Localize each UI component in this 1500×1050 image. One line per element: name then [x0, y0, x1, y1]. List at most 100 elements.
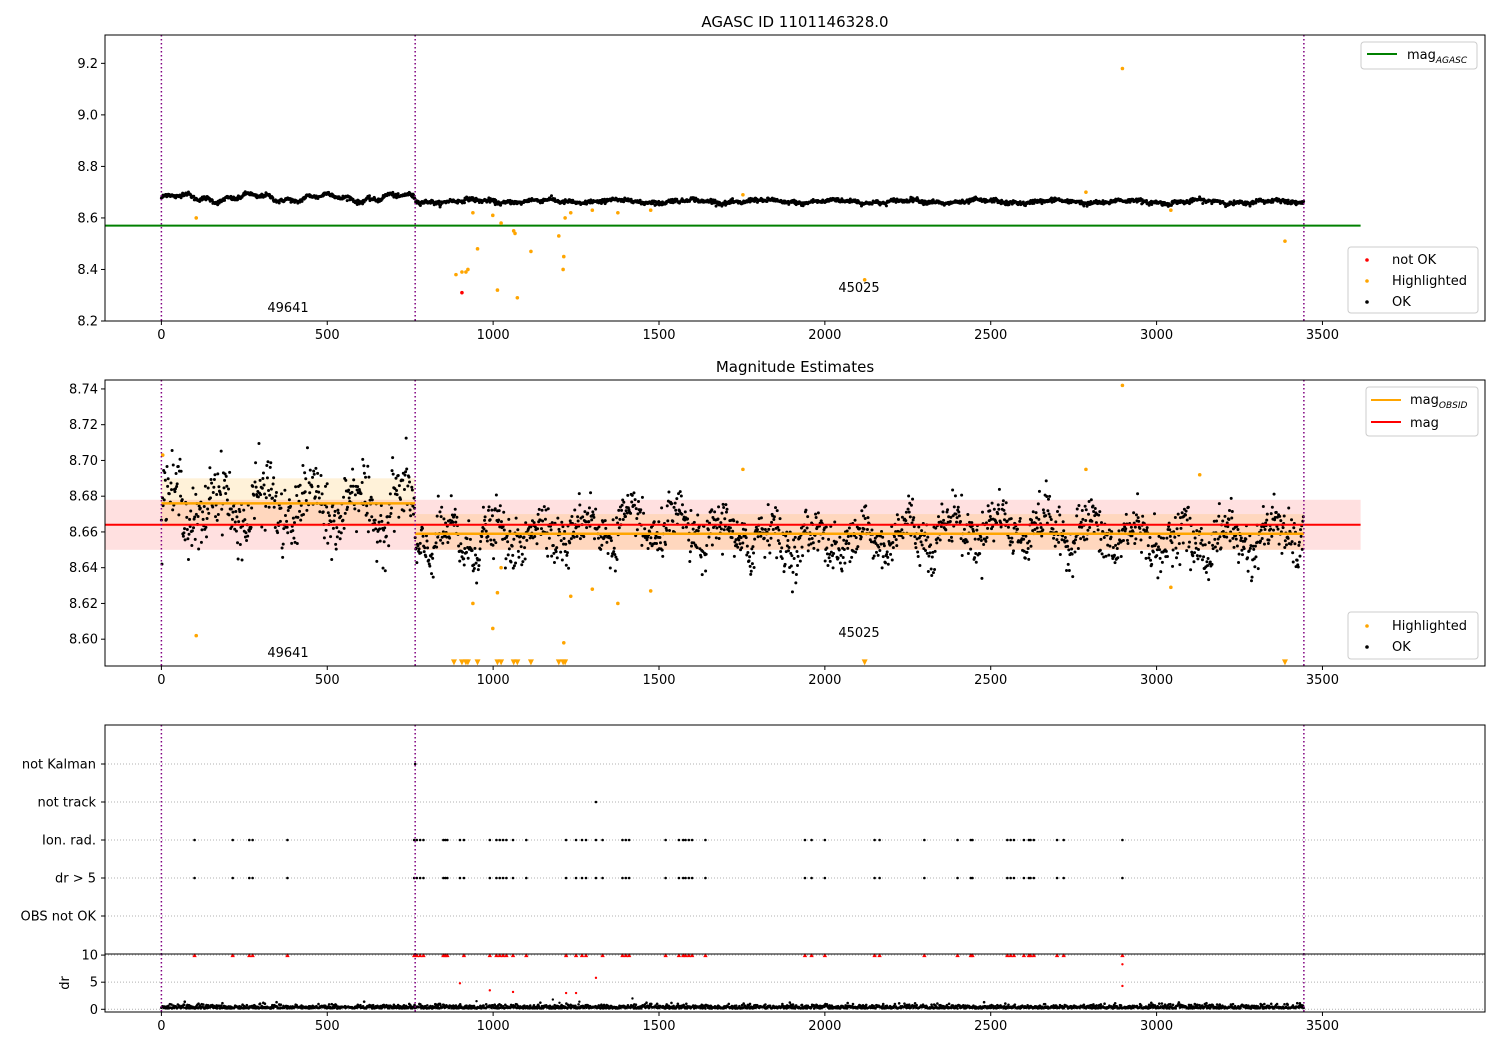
- ok-point: [986, 504, 990, 508]
- ok-point: [1067, 568, 1071, 572]
- ok-point: [490, 514, 494, 518]
- ok-point: [886, 555, 890, 559]
- ok-point: [634, 507, 638, 511]
- ok-point: [1044, 514, 1048, 518]
- ok-point: [329, 535, 333, 539]
- ok-point: [578, 503, 582, 507]
- ok-point: [1254, 555, 1258, 559]
- ok-point: [931, 571, 935, 575]
- ok-point: [528, 536, 532, 540]
- ok-point: [1130, 534, 1134, 538]
- flag-point: [704, 876, 707, 880]
- ok-point: [166, 477, 170, 481]
- ok-point: [1240, 548, 1244, 552]
- ok-point: [299, 518, 303, 522]
- highlighted-below-marker: [555, 659, 562, 666]
- highlighted-point: [561, 267, 565, 272]
- ok-point: [190, 529, 194, 533]
- ok-point: [1062, 529, 1066, 533]
- ok-point: [962, 527, 966, 531]
- ok-point: [960, 553, 964, 557]
- ok-point: [295, 542, 299, 546]
- ok-point: [196, 515, 200, 519]
- highlighted-point: [515, 296, 520, 300]
- ok-point: [278, 519, 282, 523]
- flag-point: [231, 838, 235, 842]
- ok-point: [928, 551, 932, 555]
- ok-point: [679, 494, 683, 498]
- ok-point: [479, 540, 483, 544]
- ok-point: [411, 504, 415, 508]
- ok-point: [863, 516, 867, 520]
- ok-point: [1126, 541, 1130, 545]
- ok-point: [842, 547, 846, 551]
- ok-point: [621, 517, 625, 521]
- ok-point: [1071, 575, 1075, 579]
- ok-point: [645, 538, 649, 542]
- ok-point: [1266, 541, 1270, 545]
- ok-point: [828, 552, 832, 556]
- ok-point: [1074, 535, 1078, 539]
- ok-point: [399, 497, 403, 501]
- ok-point: [1079, 520, 1083, 524]
- ok-point: [801, 554, 805, 558]
- ok-point: [177, 513, 181, 517]
- ok-point: [1237, 560, 1241, 564]
- ok-point: [1010, 536, 1014, 540]
- ok-point: [230, 517, 234, 521]
- ok-point: [480, 535, 484, 539]
- ok-point: [220, 533, 224, 537]
- ok-point: [1196, 547, 1200, 551]
- ok-point: [391, 472, 395, 476]
- ok-point: [1031, 529, 1035, 533]
- ok-point: [1138, 526, 1142, 530]
- ok-point: [413, 1003, 416, 1007]
- ok-point: [317, 496, 321, 500]
- ok-point: [1205, 560, 1209, 564]
- ok-point: [391, 456, 395, 460]
- ok-point: [1170, 541, 1174, 545]
- ok-point: [1290, 518, 1294, 522]
- ok-point: [849, 534, 853, 538]
- ok-point: [924, 548, 928, 552]
- ok-point: [436, 494, 440, 498]
- flag-point: [462, 876, 466, 880]
- ok-point: [1085, 537, 1089, 541]
- ok-point: [941, 510, 945, 514]
- ok-point: [573, 508, 577, 512]
- ok-point: [1107, 553, 1111, 557]
- ok-point: [1217, 502, 1221, 506]
- ok-point: [1194, 541, 1198, 545]
- ok-point: [542, 505, 546, 509]
- ok-point: [1217, 514, 1221, 518]
- panel-estimates-axes: 0 500 1000 1500 2000 2500 3000 35008.608.628.64…: [69, 382, 1339, 688]
- ok-point: [205, 516, 209, 520]
- ok-point: [956, 505, 960, 509]
- ok-point: [1057, 540, 1061, 544]
- ok-point: [304, 499, 308, 503]
- ok-point: [282, 527, 286, 531]
- ok-point: [960, 493, 964, 497]
- flag-point: [873, 876, 876, 880]
- ok-point: [472, 563, 476, 567]
- ok-point: [916, 555, 920, 559]
- highlighted-point: [563, 216, 567, 220]
- ok-point: [1283, 539, 1287, 543]
- ok-point: [552, 561, 556, 565]
- ok-point: [261, 471, 265, 475]
- ok-point: [847, 541, 851, 545]
- ok-point: [265, 476, 269, 480]
- ok-point: [1236, 528, 1240, 532]
- ok-point: [229, 194, 233, 198]
- ok-point: [1242, 547, 1246, 551]
- ok-point: [1195, 554, 1199, 558]
- ok-point: [508, 529, 512, 533]
- ok-point: [265, 463, 269, 467]
- ok-point: [431, 575, 435, 579]
- highlighted-point: [513, 231, 517, 236]
- ok-point: [1099, 521, 1103, 525]
- ok-point: [1282, 514, 1286, 518]
- ok-point: [312, 469, 316, 473]
- ok-point: [183, 538, 187, 542]
- ok-point: [533, 534, 537, 538]
